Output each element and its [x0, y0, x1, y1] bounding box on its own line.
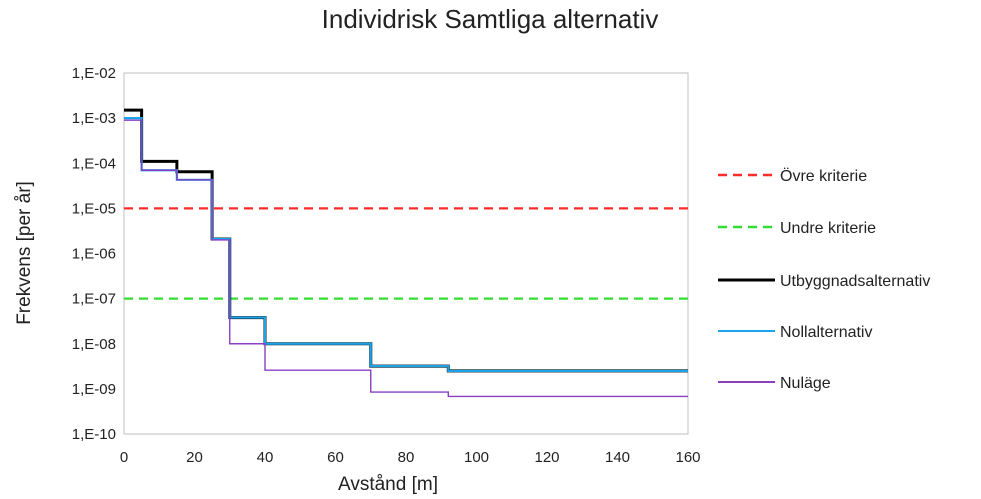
y-tick-label: 1,E-05 — [72, 200, 116, 217]
y-tick-label: 1,E-06 — [72, 246, 116, 263]
plot-area — [123, 72, 689, 435]
x-tick-label: 140 — [605, 449, 630, 466]
legend: Övre kriterie Undre kriterie Utbyggnadsalt… — [718, 167, 930, 392]
y-tick-label: 1,E-10 — [72, 426, 116, 443]
x-axis-label: Avstånd [m] — [338, 474, 438, 495]
series-line — [124, 108, 688, 373]
y-tick-label: 1,E-02 — [72, 65, 116, 82]
x-tick-label: 40 — [257, 449, 274, 466]
y-tick-label: 1,E-09 — [72, 381, 116, 398]
x-axis-ticks: 0 20 40 60 80 100 120 140 160 — [120, 449, 701, 466]
legend-entry: Övre kriterie — [780, 167, 867, 185]
series-line — [124, 119, 688, 398]
x-tick-label: 120 — [534, 449, 559, 466]
chart-title: Individrisk Samtliga alternativ — [322, 4, 659, 34]
y-tick-label: 1,E-08 — [72, 336, 116, 353]
series-line — [124, 117, 688, 373]
y-axis-label: Frekvens [per år] — [14, 181, 35, 325]
x-tick-label: 60 — [327, 449, 344, 466]
legend-entry: Nuläge — [780, 375, 831, 392]
y-tick-label: 1,E-03 — [72, 110, 116, 127]
y-tick-label: 1,E-04 — [72, 155, 116, 172]
x-tick-label: 160 — [675, 449, 700, 466]
x-tick-label: 0 — [120, 449, 128, 466]
x-tick-label: 100 — [464, 449, 489, 466]
plot-border — [123, 72, 689, 435]
y-tick-label: 1,E-07 — [72, 291, 116, 308]
legend-entry: Nollalternativ — [780, 324, 872, 341]
legend-entry: Undre kriterie — [780, 220, 876, 237]
series-lines — [124, 108, 688, 398]
x-tick-label: 20 — [186, 449, 203, 466]
y-axis-ticks: 1,E-10 1,E-09 1,E-08 1,E-07 1,E-06 1,E-05 1,E-… — [72, 65, 116, 443]
x-tick-label: 80 — [398, 449, 415, 466]
legend-entry: Utbyggnadsalternativ — [780, 273, 930, 290]
